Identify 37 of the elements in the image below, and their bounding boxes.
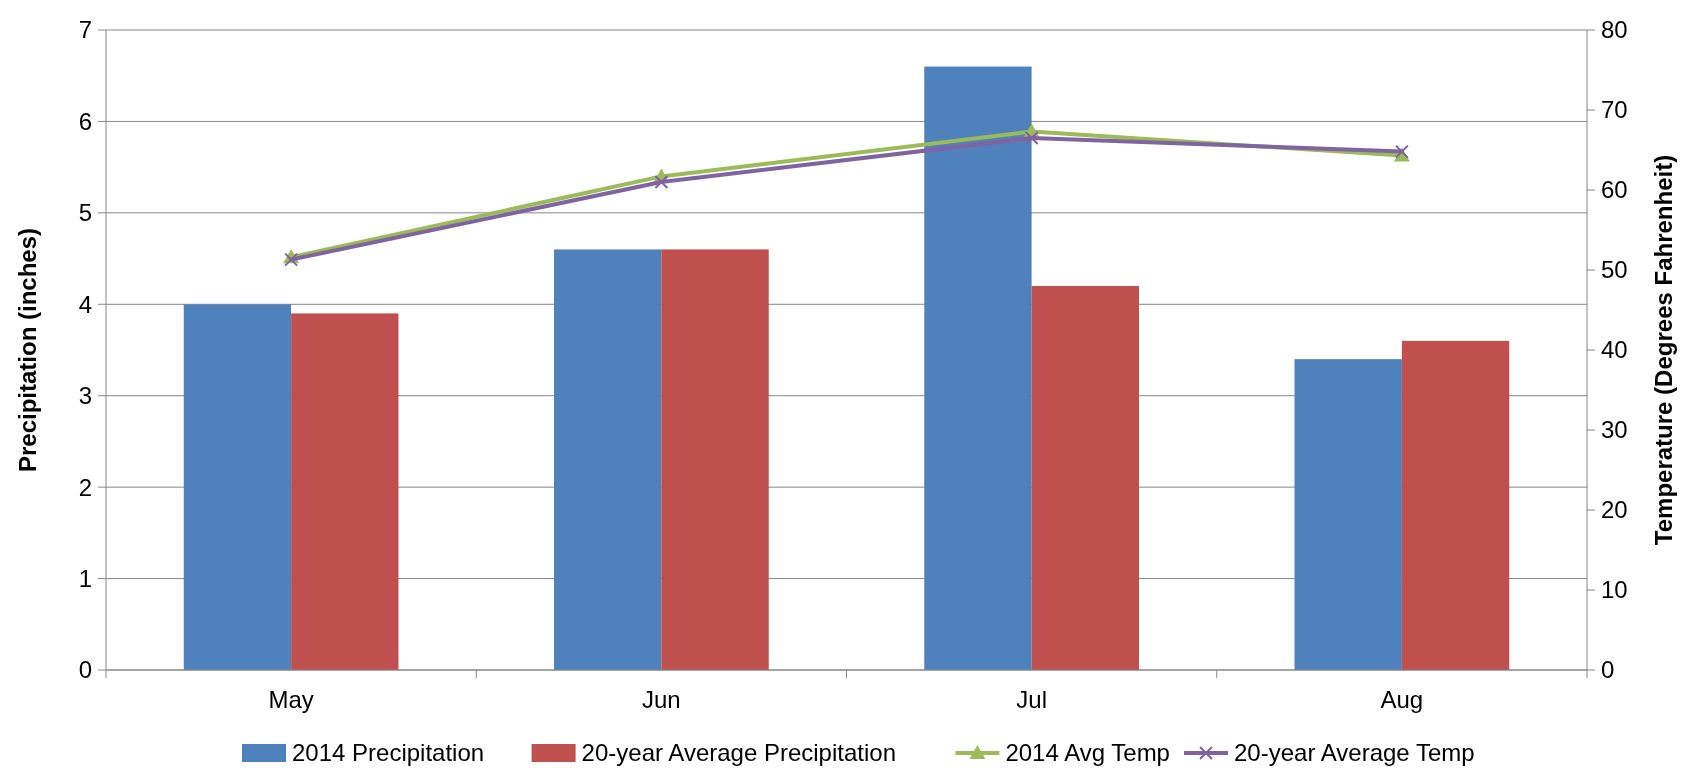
x-tick-label: Aug bbox=[1380, 686, 1424, 713]
legend-label: 2014 Avg Temp bbox=[1005, 739, 1170, 767]
point bbox=[1024, 131, 1039, 145]
bar bbox=[1294, 359, 1402, 670]
bar bbox=[291, 313, 399, 670]
legend-label: 20-year Average Temp bbox=[1234, 739, 1475, 767]
y2-axis-title: Temperature (Degrees Fahrenheit) bbox=[1650, 154, 1677, 546]
point bbox=[654, 175, 669, 189]
bar bbox=[1401, 340, 1510, 670]
y2-tick-label: 0 bbox=[1601, 656, 1615, 684]
y2-tick-label: 80 bbox=[1601, 16, 1628, 44]
legend-label: 2014 Precipitation bbox=[292, 739, 485, 767]
y2-tick-label: 10 bbox=[1601, 576, 1628, 604]
y2-tick-label: 20 bbox=[1601, 496, 1628, 524]
bar bbox=[183, 304, 292, 670]
bar bbox=[924, 66, 1032, 670]
y-tick-label: 4 bbox=[78, 290, 92, 318]
y-tick-label: 6 bbox=[78, 107, 92, 135]
y2-tick-label: 70 bbox=[1601, 96, 1628, 124]
x-tick-label: Jun bbox=[642, 686, 681, 713]
y-tick-label: 0 bbox=[78, 656, 92, 684]
y-tick-label: 1 bbox=[78, 564, 92, 592]
x-tick-label: Jul bbox=[1016, 686, 1047, 713]
bar bbox=[661, 249, 769, 670]
bar bbox=[554, 249, 662, 670]
legend-label: 20-year Average Precipitation bbox=[581, 739, 897, 767]
bar bbox=[1031, 286, 1139, 670]
y2-tick-label: 50 bbox=[1601, 256, 1628, 284]
y-axis-title: Precipitation (inches) bbox=[14, 227, 41, 473]
y2-tick-label: 60 bbox=[1601, 176, 1628, 204]
y-tick-label: 5 bbox=[78, 199, 92, 227]
x-tick-label: May bbox=[268, 686, 314, 713]
y-tick-label: 3 bbox=[78, 382, 92, 410]
y2-tick-label: 30 bbox=[1601, 416, 1628, 444]
y2-tick-label: 40 bbox=[1601, 336, 1628, 364]
y-tick-label: 2 bbox=[78, 473, 92, 501]
y-tick-label: 7 bbox=[78, 16, 92, 44]
